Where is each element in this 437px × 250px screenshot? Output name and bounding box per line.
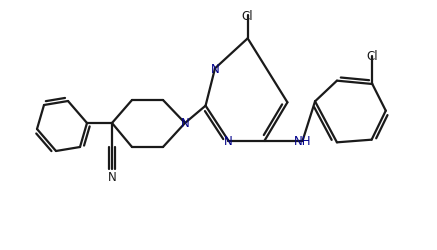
Text: N: N — [211, 62, 219, 76]
Text: N: N — [108, 171, 116, 184]
Text: NH: NH — [294, 135, 311, 147]
Text: Cl: Cl — [367, 50, 378, 63]
Text: Cl: Cl — [242, 10, 253, 22]
Text: N: N — [180, 117, 189, 130]
Text: N: N — [224, 135, 233, 147]
